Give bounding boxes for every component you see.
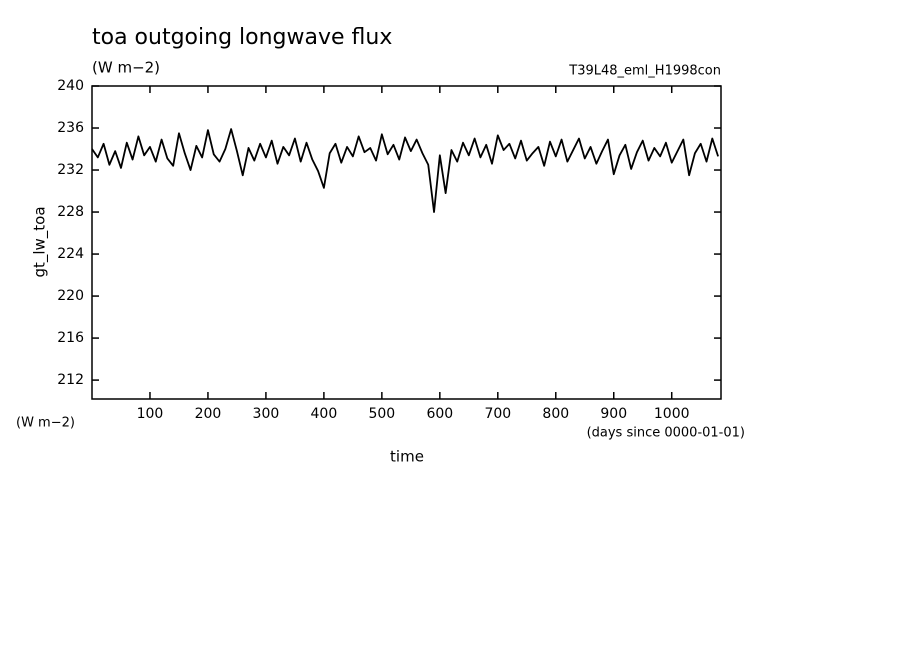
run-label: T39L48_eml_H1998con [568, 64, 721, 79]
y-tick-label: 212 [57, 372, 84, 388]
y-tick-label: 224 [57, 246, 84, 262]
x-tick-label: 300 [253, 406, 280, 422]
chart-subtitle: (W m−2) [92, 59, 160, 77]
x-axis-label: time [390, 448, 424, 466]
data-line [91, 128, 719, 213]
x-tick-label: 700 [484, 406, 511, 422]
y-tick-label: 216 [57, 330, 84, 346]
chart-title: toa outgoing longwave flux [92, 25, 392, 50]
x-tick-label: 1000 [654, 406, 690, 422]
y-tick-label: 228 [57, 204, 84, 220]
plot-frame [91, 85, 722, 400]
x-tick-label: 900 [600, 406, 627, 422]
x-tick-label: 100 [137, 406, 164, 422]
y-tick-label: 240 [57, 78, 84, 94]
x-unit-label: (days since 0000-01-01) [587, 426, 745, 441]
y-unit-label: (W m−2) [16, 416, 75, 431]
x-tick-label: 400 [311, 406, 338, 422]
x-tick-label: 800 [542, 406, 569, 422]
y-tick-label: 220 [57, 288, 84, 304]
x-tick-label: 200 [195, 406, 222, 422]
y-axis-label: gt_lw_toa [31, 206, 50, 277]
y-tick-label: 236 [57, 120, 84, 136]
y-tick-label: 232 [57, 162, 84, 178]
x-tick-label: 600 [426, 406, 453, 422]
x-tick-label: 500 [368, 406, 395, 422]
